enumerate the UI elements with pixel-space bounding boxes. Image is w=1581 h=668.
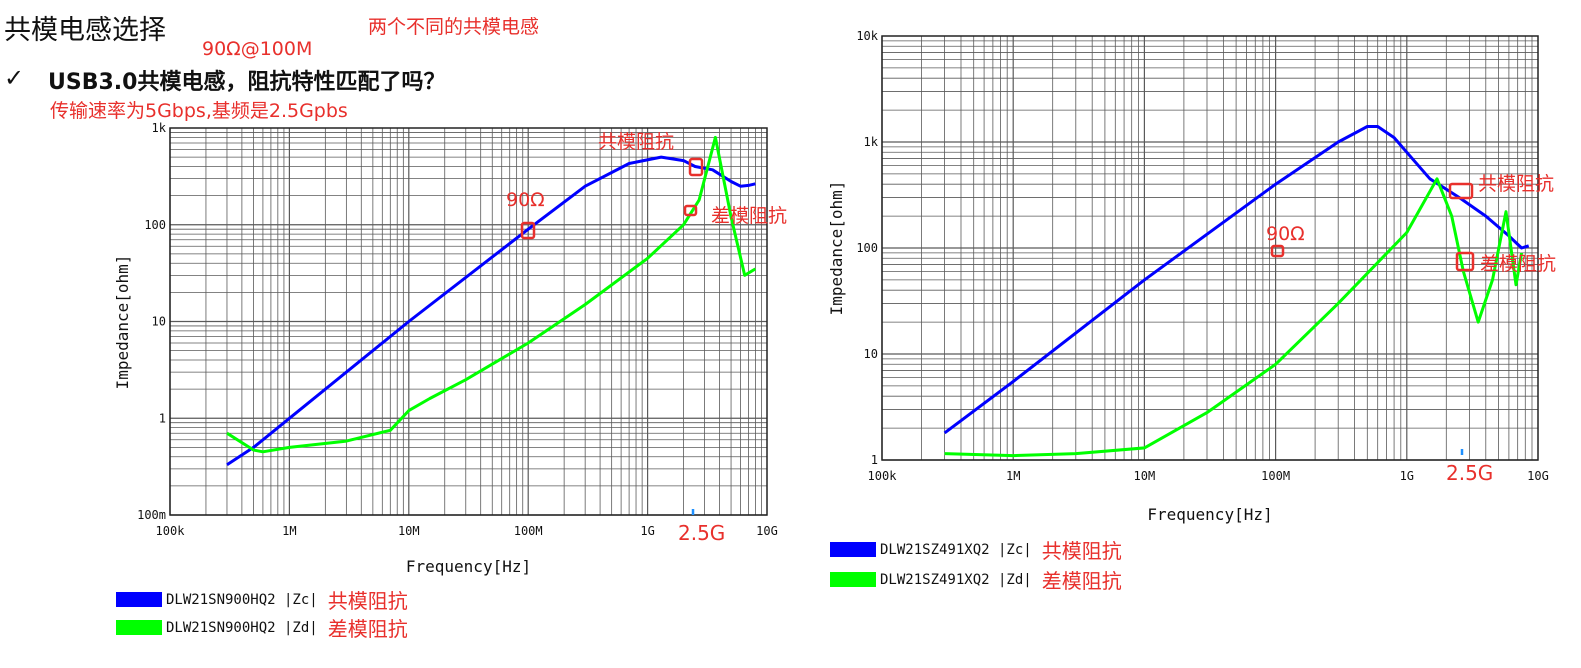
series-line-zd <box>226 135 757 454</box>
x-tick-label: 100k <box>156 524 186 538</box>
y-tick-label: 10 <box>864 347 878 361</box>
y-tick-label: 1 <box>159 411 166 425</box>
x-tick-label: 1G <box>1400 469 1414 483</box>
ninety-ohm-box <box>1270 244 1285 258</box>
zd-annotation-label: 差模阻抗 <box>1480 253 1556 275</box>
legend-swatch-zd <box>830 572 876 587</box>
legend-item-zd-chart1: DLW21SN900HQ2 |Zd| 差模阻抗 <box>116 613 408 642</box>
x-tick-label: 100M <box>514 524 543 538</box>
freq-mark-label: 2.5G <box>678 521 725 545</box>
ninety-ohm-label: 90Ω <box>506 189 545 211</box>
y-tick-label: 10 <box>152 315 166 329</box>
legend-series-name: DLW21SN900HQ2 |Zc| <box>166 591 318 608</box>
x-tick-label: 10G <box>756 524 778 538</box>
legend-series-name: DLW21SZ491XQ2 |Zc| <box>880 541 1032 558</box>
x-axis-label: Frequency[Hz] <box>406 557 531 576</box>
plot-frame <box>881 35 1539 461</box>
legend-note: 共模阻抗 <box>1041 539 1122 563</box>
legend-swatch-zd <box>116 620 162 635</box>
legend-item-zd-chart2: DLW21SZ491XQ2 |Zd| 差模阻抗 <box>830 565 1122 594</box>
series-line-zd <box>944 177 1524 458</box>
y-tick-label: 1k <box>152 121 167 135</box>
legend-series-name: DLW21SN900HQ2 |Zd| <box>166 619 318 636</box>
ninety-ohm-label: 90Ω <box>1266 223 1305 245</box>
series-line-zc <box>226 155 756 467</box>
data-rate-note: 传输速率为5Gbps,基频是2.5Gpbs <box>50 100 348 122</box>
checkmark-icon: ✓ <box>4 64 25 92</box>
legend-swatch-zc <box>116 592 162 607</box>
x-axis-label: Frequency[Hz] <box>1147 505 1272 524</box>
page-title: 共模电感选择 <box>4 15 166 46</box>
impedance-spec-note: 90Ω@100M <box>202 38 313 60</box>
zc-highlight-box <box>1448 182 1474 200</box>
x-tick-label: 10M <box>398 524 420 538</box>
zd-highlight-box <box>683 204 698 217</box>
x-tick-label: 100M <box>1261 469 1290 483</box>
y-tick-label: 1 <box>871 453 878 467</box>
zc-annotation-label: 共模阻抗 <box>1478 173 1554 195</box>
x-tick-label: 10G <box>1527 469 1549 483</box>
legend-swatch-zc <box>830 542 876 557</box>
zd-annotation-label: 差模阻抗 <box>711 205 787 227</box>
zd-highlight-box <box>1455 251 1475 272</box>
legend-note: 差模阻抗 <box>1041 569 1122 593</box>
x-tick-label: 100k <box>868 469 898 483</box>
legend-item-zc-chart2: DLW21SZ491XQ2 |Zc| 共模阻抗 <box>830 535 1122 564</box>
plot-frame <box>169 127 768 516</box>
zc-annotation-label: 共模阻抗 <box>598 131 674 153</box>
question-heading: USB3.0共模电感，阻抗特性匹配了吗？ <box>48 70 446 95</box>
y-tick-label: 1k <box>864 135 879 149</box>
x-tick-label: 1M <box>282 524 296 538</box>
y-tick-label: 100m <box>137 508 166 522</box>
x-tick-label: 1M <box>1006 469 1020 483</box>
y-tick-label: 100 <box>144 218 166 232</box>
freq-mark-label: 2.5G <box>1446 461 1493 485</box>
x-tick-label: 1G <box>640 524 654 538</box>
y-tick-label: 10k <box>856 29 878 43</box>
x-tick-label: 10M <box>1134 469 1156 483</box>
y-tick-label: 100 <box>856 241 878 255</box>
ninety-ohm-box <box>520 221 536 240</box>
y-axis-label: Impedance[ohm] <box>827 181 846 316</box>
zc-highlight-box <box>688 157 704 177</box>
legend-series-name: DLW21SZ491XQ2 |Zd| <box>880 571 1032 588</box>
y-axis-label: Impedance[ohm] <box>113 255 132 390</box>
comparison-note: 两个不同的共模电感 <box>368 16 540 38</box>
legend-item-zc-chart1: DLW21SN900HQ2 |Zc| 共模阻抗 <box>116 585 408 614</box>
chart-1: 100k 1M 10M 100M 1G 10G 100m 1 10 100 1k Frequency[… <box>113 121 787 576</box>
legend-note: 差模阻抗 <box>327 617 408 641</box>
legend-note: 共模阻抗 <box>327 589 408 613</box>
chart-2: 100k 1M 10M 100M 1G 10G 1 10 100 1k 10k Frequency[H… <box>827 29 1556 524</box>
